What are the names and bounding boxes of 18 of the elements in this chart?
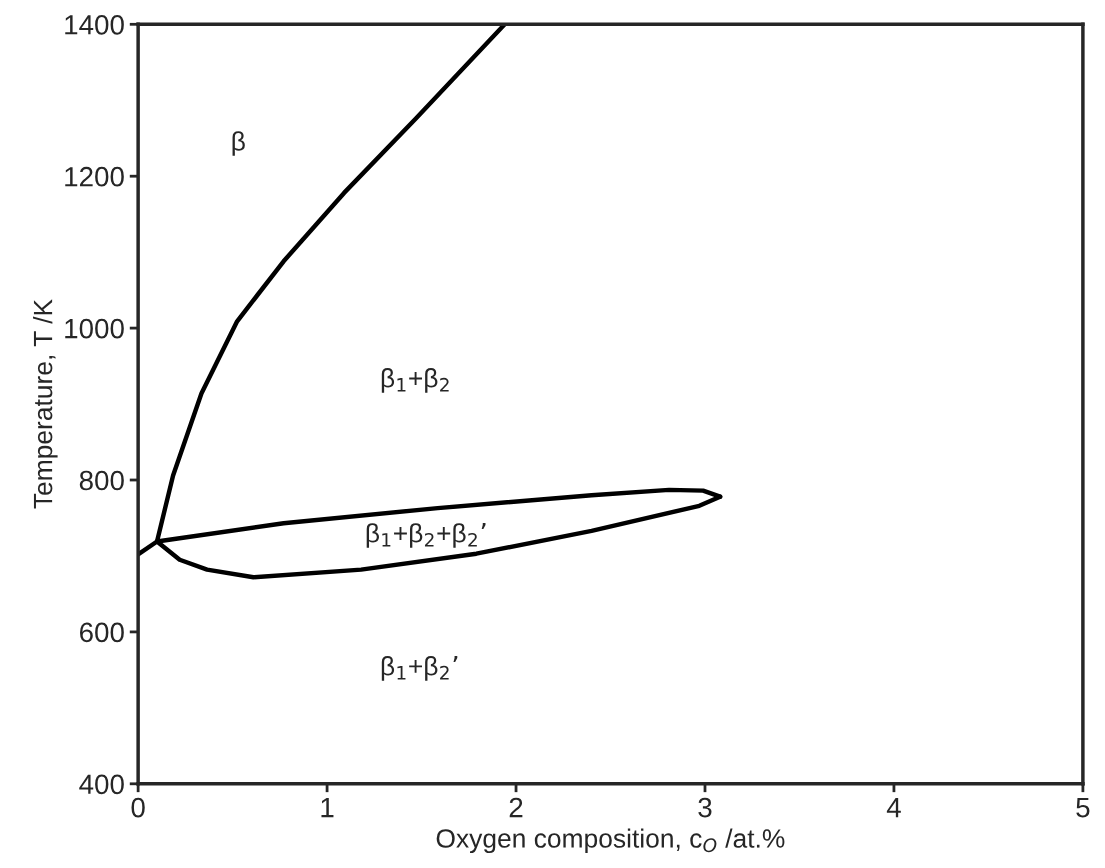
x-tick-label: 3 (698, 797, 712, 818)
annotation: β$_{1}$+β$_{2}$ (381, 368, 449, 393)
x-tick-label: 1 (321, 798, 334, 818)
y-tick-label: 600 (80, 622, 124, 643)
x-axis-title: Oxygen composition, c$_{O}$ /at.% (436, 828, 785, 854)
y-axis-title: Temperature, T /K (32, 299, 58, 509)
annotation: β (232, 131, 245, 156)
annotation: β$_{1}$+β$_{2}$’ (381, 655, 458, 681)
x-tick-label: 2 (509, 797, 523, 818)
y-tick-label: 1200 (65, 166, 124, 187)
x-tick-label: 5 (1076, 798, 1090, 818)
y-tick-label: 800 (79, 470, 124, 491)
x-tick-label: 0 (131, 797, 145, 818)
x-tick-label: 4 (886, 798, 901, 818)
y-tick-label: 1000 (65, 318, 124, 339)
y-tick-label: 1400 (65, 14, 124, 35)
annotation: β$_{1}$+β$_{2}$+β$_{2}$’ (366, 523, 486, 548)
y-tick-label: 400 (79, 774, 124, 795)
